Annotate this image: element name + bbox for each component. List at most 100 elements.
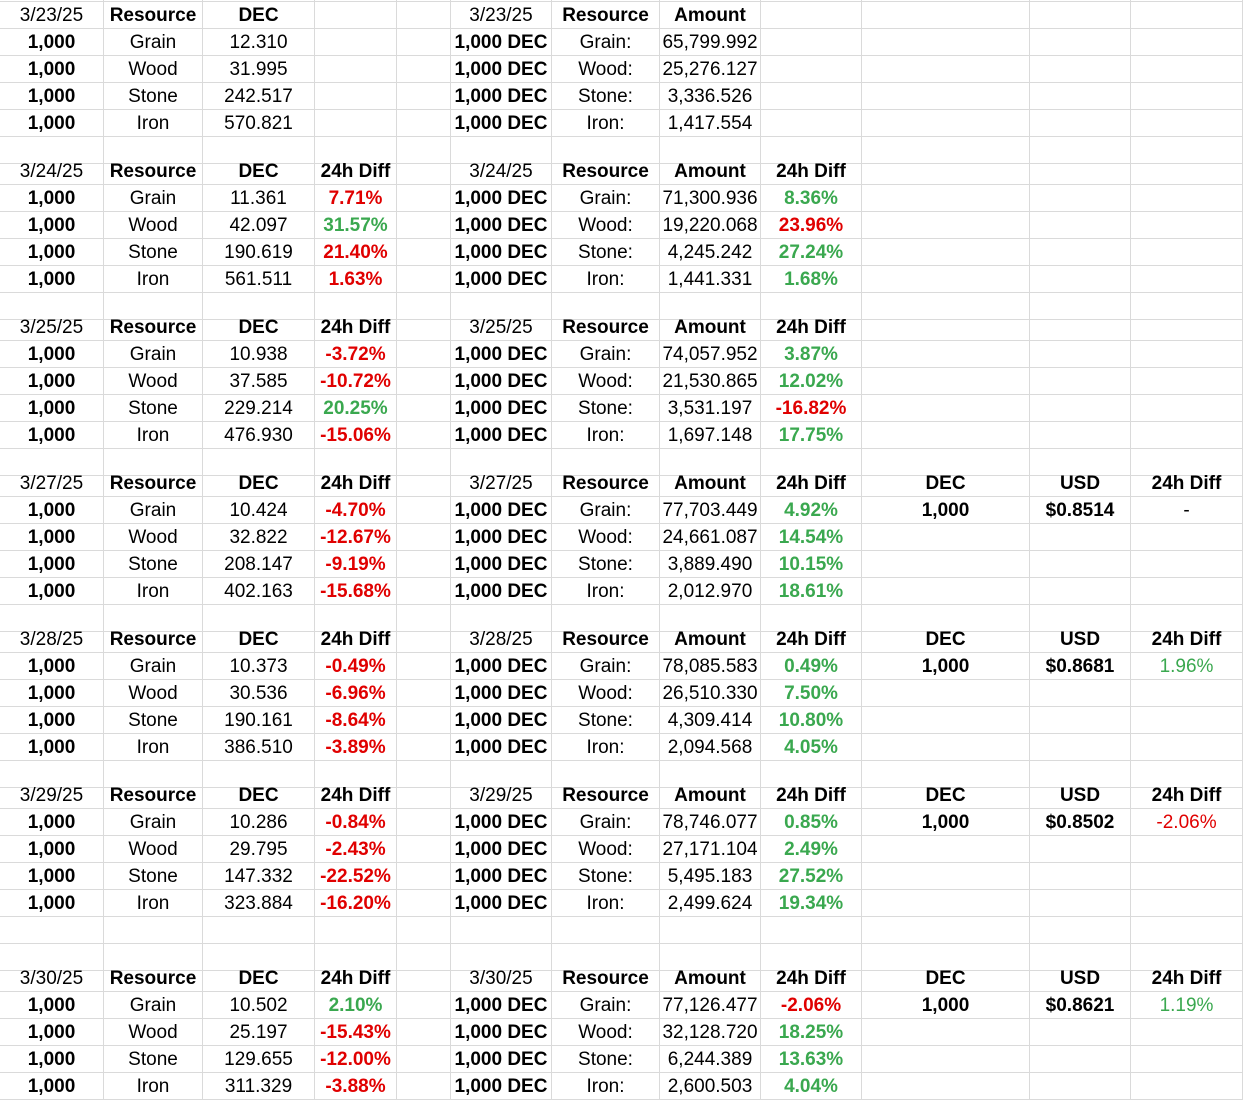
resource-cell[interactable]: Stone xyxy=(104,707,203,734)
quantity-cell[interactable]: 1,000 xyxy=(0,707,104,734)
date-cell[interactable]: 3/29/25 xyxy=(0,782,104,809)
header-resource[interactable]: Resource xyxy=(104,470,203,497)
header-24h-diff[interactable]: 24h Diff xyxy=(315,470,397,497)
diff-cell[interactable] xyxy=(315,83,397,110)
quantity-dec-cell[interactable]: 1,000 DEC xyxy=(451,395,552,422)
empty-cell[interactable] xyxy=(1030,605,1131,632)
empty-cell[interactable] xyxy=(862,368,1030,395)
header-dec[interactable]: DEC xyxy=(862,965,1030,992)
header-dec[interactable]: DEC xyxy=(203,2,315,29)
empty-cell[interactable] xyxy=(0,944,104,971)
header-resource[interactable]: Resource xyxy=(552,470,660,497)
empty-cell[interactable] xyxy=(397,293,451,320)
dec-value-cell[interactable]: 10.286 xyxy=(203,809,315,836)
empty-cell[interactable] xyxy=(1131,368,1243,395)
empty-cell[interactable] xyxy=(104,137,203,164)
header-dec[interactable]: DEC xyxy=(862,626,1030,653)
empty-cell[interactable] xyxy=(862,137,1030,164)
amount-cell[interactable]: 1,417.554 xyxy=(660,110,761,137)
amount-cell[interactable]: 2,499.624 xyxy=(660,890,761,917)
amount-cell[interactable]: 77,703.449 xyxy=(660,497,761,524)
diff-cell[interactable]: 8.36% xyxy=(761,185,862,212)
empty-cell[interactable] xyxy=(862,551,1030,578)
empty-cell[interactable] xyxy=(862,56,1030,83)
empty-cell[interactable] xyxy=(1131,578,1243,605)
empty-cell[interactable] xyxy=(1131,863,1243,890)
empty-cell[interactable] xyxy=(397,890,451,917)
empty-cell[interactable] xyxy=(1030,944,1131,971)
empty-cell[interactable] xyxy=(862,29,1030,56)
resource-cell[interactable]: Stone xyxy=(104,1046,203,1073)
resource-cell[interactable]: Iron xyxy=(104,266,203,293)
header-usd[interactable]: USD xyxy=(1030,470,1131,497)
empty-cell[interactable] xyxy=(862,761,1030,788)
empty-cell[interactable] xyxy=(203,761,315,788)
empty-cell[interactable] xyxy=(451,0,552,2)
resource-cell[interactable]: Wood: xyxy=(552,1019,660,1046)
empty-cell[interactable] xyxy=(397,212,451,239)
empty-cell[interactable] xyxy=(1030,368,1131,395)
diff-cell[interactable]: 2.10% xyxy=(315,992,397,1019)
resource-cell[interactable]: Grain xyxy=(104,992,203,1019)
empty-cell[interactable] xyxy=(451,605,552,632)
amount-cell[interactable]: 5,495.183 xyxy=(660,863,761,890)
resource-cell[interactable]: Iron xyxy=(104,734,203,761)
header-24h-diff[interactable]: 24h Diff xyxy=(761,782,862,809)
empty-cell[interactable] xyxy=(397,524,451,551)
diff-cell[interactable]: -0.84% xyxy=(315,809,397,836)
empty-cell[interactable] xyxy=(1030,314,1131,341)
header-24h-diff[interactable]: 24h Diff xyxy=(1131,470,1243,497)
date-cell[interactable]: 3/23/25 xyxy=(451,2,552,29)
empty-cell[interactable] xyxy=(203,944,315,971)
quantity-cell[interactable]: 1,000 xyxy=(0,551,104,578)
header-resource[interactable]: Resource xyxy=(104,314,203,341)
empty-cell[interactable] xyxy=(104,605,203,632)
quantity-dec-cell[interactable]: 1,000 DEC xyxy=(451,551,552,578)
resource-cell[interactable]: Stone: xyxy=(552,1046,660,1073)
quantity-dec-cell[interactable]: 1,000 DEC xyxy=(451,992,552,1019)
empty-cell[interactable] xyxy=(397,605,451,632)
resource-cell[interactable]: Wood: xyxy=(552,56,660,83)
usd-dec-qty-cell[interactable]: 1,000 xyxy=(862,992,1030,1019)
empty-cell[interactable] xyxy=(1131,158,1243,185)
diff-cell[interactable]: -16.82% xyxy=(761,395,862,422)
resource-cell[interactable]: Grain xyxy=(104,185,203,212)
quantity-cell[interactable]: 1,000 xyxy=(0,56,104,83)
amount-cell[interactable]: 21,530.865 xyxy=(660,368,761,395)
header-dec[interactable]: DEC xyxy=(203,470,315,497)
empty-cell[interactable] xyxy=(397,1073,451,1100)
amount-cell[interactable]: 19,220.068 xyxy=(660,212,761,239)
empty-cell[interactable] xyxy=(397,239,451,266)
empty-cell[interactable] xyxy=(451,761,552,788)
empty-cell[interactable] xyxy=(660,293,761,320)
empty-cell[interactable] xyxy=(397,110,451,137)
empty-cell[interactable] xyxy=(552,761,660,788)
quantity-cell[interactable]: 1,000 xyxy=(0,653,104,680)
resource-cell[interactable]: Grain: xyxy=(552,185,660,212)
empty-cell[interactable] xyxy=(1030,863,1131,890)
empty-cell[interactable] xyxy=(397,2,451,29)
header-resource[interactable]: Resource xyxy=(104,965,203,992)
amount-cell[interactable]: 26,510.330 xyxy=(660,680,761,707)
diff-cell[interactable] xyxy=(761,56,862,83)
empty-cell[interactable] xyxy=(315,605,397,632)
quantity-cell[interactable]: 1,000 xyxy=(0,734,104,761)
empty-cell[interactable] xyxy=(397,137,451,164)
empty-cell[interactable] xyxy=(397,1046,451,1073)
quantity-cell[interactable]: 1,000 xyxy=(0,890,104,917)
diff-cell[interactable]: -4.70% xyxy=(315,497,397,524)
header-usd[interactable]: USD xyxy=(1030,782,1131,809)
empty-cell[interactable] xyxy=(660,761,761,788)
diff-cell[interactable]: -15.43% xyxy=(315,1019,397,1046)
header-24h-diff[interactable]: 24h Diff xyxy=(315,782,397,809)
empty-cell[interactable] xyxy=(862,449,1030,476)
amount-cell[interactable]: 2,012.970 xyxy=(660,578,761,605)
resource-cell[interactable]: Stone xyxy=(104,863,203,890)
quantity-dec-cell[interactable]: 1,000 DEC xyxy=(451,836,552,863)
header-dec[interactable]: DEC xyxy=(862,782,1030,809)
resource-cell[interactable]: Wood xyxy=(104,1019,203,1046)
empty-cell[interactable] xyxy=(552,944,660,971)
quantity-dec-cell[interactable]: 1,000 DEC xyxy=(451,422,552,449)
diff-cell[interactable]: 20.25% xyxy=(315,395,397,422)
empty-cell[interactable] xyxy=(1030,707,1131,734)
